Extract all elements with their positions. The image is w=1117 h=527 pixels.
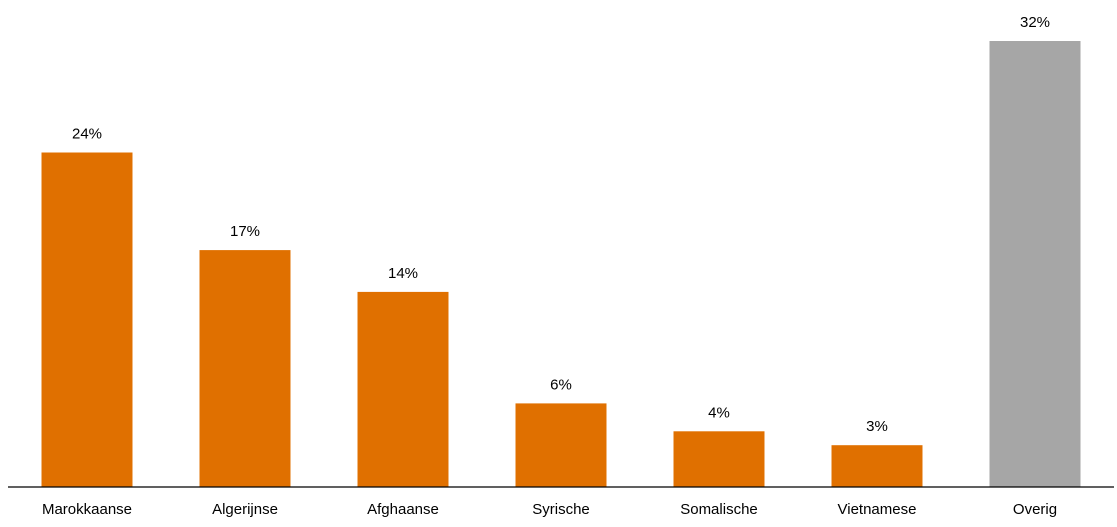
data-label-syrische: 6%	[550, 376, 572, 393]
x-tick-label-syrische: Syrische	[532, 501, 590, 518]
bars-group	[41, 41, 1081, 488]
bar-vietnamese	[831, 445, 923, 487]
data-label-marokkaanse: 24%	[72, 126, 102, 143]
x-tick-label-overig: Overig	[1013, 501, 1057, 518]
data-label-vietnamese: 3%	[866, 418, 888, 435]
x-tick-label-vietnamese: Vietnamese	[838, 501, 917, 518]
x-tick-label-somalische: Somalische	[680, 501, 758, 518]
bar-marokkaanse	[41, 152, 133, 487]
bar-afghaanse	[357, 291, 449, 487]
x-tick-label-afghaanse: Afghaanse	[367, 501, 439, 518]
bar-algerijnse	[199, 250, 291, 487]
data-label-algerijnse: 17%	[230, 223, 260, 240]
bar-somalische	[673, 431, 765, 488]
data-label-somalische: 4%	[708, 404, 730, 421]
data-labels-group: 24% 17% 14% 6% 4% 3% 32%	[72, 14, 1050, 435]
bar-syrische	[515, 403, 607, 487]
x-tick-label-algerijnse: Algerijnse	[212, 501, 278, 518]
bar-overig	[989, 41, 1081, 487]
data-label-afghaanse: 14%	[388, 265, 418, 282]
x-tick-labels-group: Marokkaanse Algerijnse Afghaanse Syrische So…	[42, 501, 1057, 518]
x-tick-label-marokkaanse: Marokkaanse	[42, 501, 132, 518]
data-label-overig: 32%	[1020, 14, 1050, 31]
